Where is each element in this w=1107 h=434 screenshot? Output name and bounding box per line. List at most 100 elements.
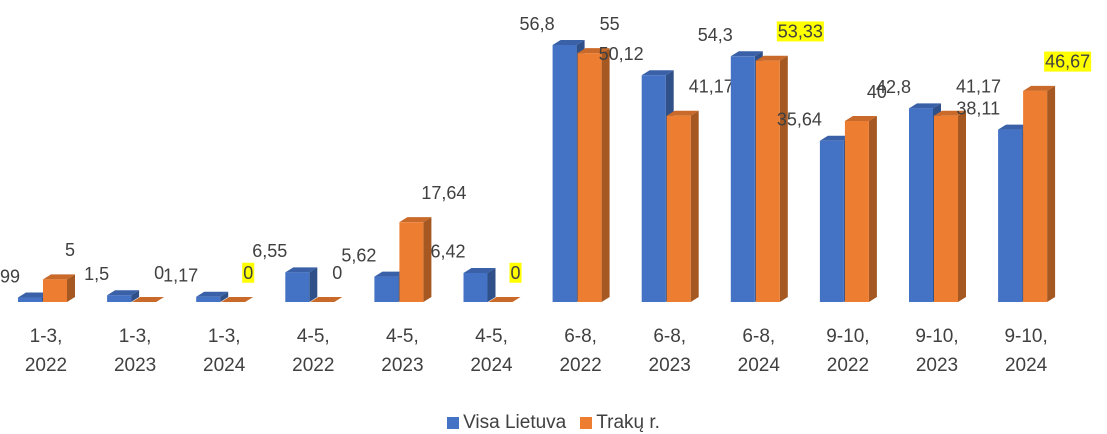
value-label: 0 bbox=[243, 263, 253, 283]
bar-top bbox=[755, 55, 788, 61]
value-label-group: 0 bbox=[242, 262, 255, 283]
x-tick-label: 9-10, 2024 bbox=[1004, 326, 1048, 376]
bar-top bbox=[132, 297, 165, 302]
value-label-group: 46,67 bbox=[1044, 51, 1092, 72]
bar-top bbox=[310, 297, 343, 302]
x-tick-label: 1-3, 2023 bbox=[113, 326, 157, 376]
x-tick-label: 9-10, 2023 bbox=[915, 326, 959, 376]
value-label: 46,67 bbox=[1045, 52, 1090, 72]
label-highlight bbox=[242, 262, 255, 283]
value-label-group: 41,17 bbox=[956, 76, 1001, 96]
x-tick-label: 4-5, 2024 bbox=[470, 326, 513, 376]
bar-side bbox=[868, 116, 877, 302]
bar-top bbox=[666, 110, 699, 116]
x-tick-label: 1-3, 2024 bbox=[203, 326, 246, 376]
bar bbox=[577, 53, 602, 303]
x-tick-label: 6-8, 2023 bbox=[648, 326, 691, 376]
bar bbox=[1023, 90, 1048, 302]
bar-top bbox=[1023, 85, 1056, 91]
x-tick-label: 1-3, 2022 bbox=[24, 326, 68, 376]
bar-top bbox=[998, 124, 1031, 130]
bar-top bbox=[730, 51, 763, 57]
bar bbox=[285, 272, 310, 302]
value-label-group: 50,12 bbox=[599, 44, 644, 64]
value-label: 5,62 bbox=[341, 245, 376, 265]
value-label: 5 bbox=[65, 240, 75, 260]
bar-side bbox=[487, 267, 496, 302]
value-label-group: 0 bbox=[154, 263, 164, 283]
bar-top bbox=[819, 135, 852, 141]
value-label: 53,33 bbox=[778, 21, 823, 41]
value-label: 17,64 bbox=[421, 183, 466, 203]
legend-item: Visa Lietuva bbox=[447, 412, 566, 434]
label-highlight bbox=[1044, 51, 1092, 72]
value-label-group: 5 bbox=[65, 240, 75, 260]
bar-side bbox=[779, 55, 788, 302]
bar bbox=[641, 75, 666, 303]
value-label: 40 bbox=[867, 82, 887, 102]
bar bbox=[666, 115, 691, 302]
value-label: 41,17 bbox=[956, 76, 1001, 96]
x-tick-label: 4-5, 2022 bbox=[292, 326, 335, 376]
legend-label: Visa Lietuva bbox=[463, 412, 567, 433]
bar-top bbox=[909, 103, 941, 109]
value-label-group: 5,62 bbox=[341, 245, 376, 265]
bar-side bbox=[601, 48, 610, 303]
value-label: 41,17 bbox=[689, 76, 734, 96]
value-label-group: 53,33 bbox=[776, 21, 824, 42]
value-label-group: 17,64 bbox=[421, 183, 466, 203]
bar-top bbox=[43, 274, 75, 280]
label-highlight bbox=[776, 21, 824, 42]
bar-top bbox=[463, 267, 496, 273]
value-label-group: 0 bbox=[509, 262, 522, 283]
value-label-group: 54,3 bbox=[698, 25, 733, 45]
value-label: 38,11 bbox=[956, 98, 1000, 118]
value-label-group: 38,11 bbox=[956, 98, 1000, 118]
value-label: 0 bbox=[511, 263, 521, 283]
bar-top bbox=[107, 290, 140, 296]
bar bbox=[196, 296, 221, 302]
bar bbox=[819, 140, 844, 302]
bar-top bbox=[196, 291, 229, 297]
bar bbox=[998, 129, 1023, 302]
value-label: 6,55 bbox=[252, 241, 287, 261]
legend: Visa Lietuva Trakų r. bbox=[0, 412, 1107, 434]
bar bbox=[374, 276, 399, 302]
value-label: 42,8 bbox=[876, 77, 911, 97]
value-label: 6,42 bbox=[430, 242, 465, 262]
bar-top bbox=[577, 48, 610, 54]
bar bbox=[463, 272, 488, 302]
bar bbox=[107, 295, 132, 302]
bar-side bbox=[1047, 85, 1056, 302]
bar bbox=[844, 121, 869, 302]
bar-top bbox=[18, 292, 50, 298]
bar bbox=[552, 45, 577, 302]
legend-label: Trakų r. bbox=[596, 412, 660, 433]
bar bbox=[399, 222, 424, 302]
value-label-group: 0 bbox=[332, 263, 342, 283]
bar bbox=[934, 115, 958, 302]
x-tick-label: 6-8, 2024 bbox=[737, 326, 780, 376]
label-highlight bbox=[509, 262, 522, 283]
value-label-group: 1,5 bbox=[84, 264, 109, 284]
bar-top bbox=[488, 297, 521, 302]
bar-top bbox=[552, 40, 585, 45]
bar-side bbox=[131, 290, 140, 302]
value-label: 0 bbox=[154, 263, 164, 283]
value-label-group: 55 bbox=[600, 14, 620, 34]
bar-top bbox=[285, 267, 318, 273]
value-label: 1,5 bbox=[84, 264, 109, 284]
bar-side bbox=[220, 291, 229, 302]
bar-top bbox=[374, 271, 407, 277]
value-label-group: 6,55 bbox=[252, 241, 287, 261]
value-label-group: 42,8 bbox=[876, 77, 911, 97]
bar-top bbox=[844, 116, 877, 122]
legend-swatch bbox=[447, 417, 460, 429]
value-label: 55 bbox=[600, 14, 620, 34]
value-label: 0,99 bbox=[0, 266, 20, 286]
value-label-group: 56,8 bbox=[520, 14, 555, 34]
legend-swatch bbox=[580, 417, 593, 429]
bar bbox=[730, 56, 755, 303]
bar-side bbox=[423, 217, 432, 302]
